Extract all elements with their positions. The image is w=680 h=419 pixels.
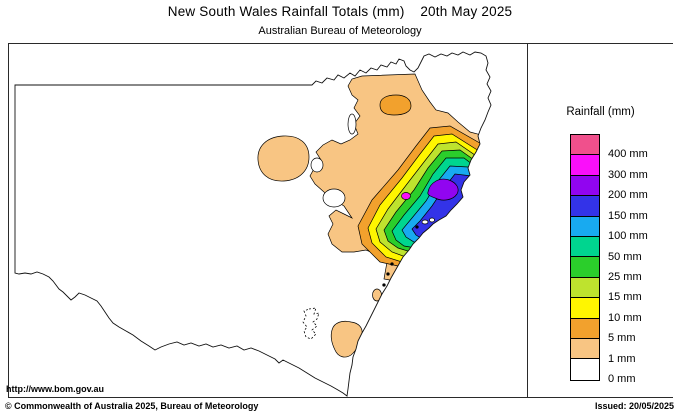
nsw-border-outline bbox=[14, 51, 492, 397]
dry-hole-3 bbox=[347, 113, 357, 135]
legend-swatch-p15 bbox=[571, 277, 599, 299]
legend-swatch-p200 bbox=[571, 175, 599, 197]
legend-label-p10: 10 mm bbox=[608, 311, 642, 324]
coast-speck bbox=[386, 272, 390, 276]
legend-label-p150: 150 mm bbox=[608, 209, 648, 222]
legend-label-p25: 25 mm bbox=[608, 270, 642, 283]
legend-swatch-p0 bbox=[571, 359, 599, 380]
contour-200mm-core bbox=[427, 178, 459, 201]
legend-swatch-p150 bbox=[571, 196, 599, 217]
act-border bbox=[302, 307, 320, 340]
issued-date: Issued: 20/05/2025 bbox=[594, 401, 674, 411]
legend-swatch-p1 bbox=[571, 339, 599, 360]
legend-swatch-p400 bbox=[571, 135, 599, 156]
bom-url-label: http://www.bom.gov.au bbox=[6, 384, 104, 394]
legend-label-p50: 50 mm bbox=[608, 250, 642, 263]
page-title: New South Wales Rainfall Totals (mm) 20t… bbox=[167, 4, 513, 19]
legend-label-p0: 0 mm bbox=[608, 373, 636, 386]
page-subtitle: Australian Bureau of Meteorology bbox=[258, 25, 422, 37]
legend-swatch-p10 bbox=[571, 298, 599, 319]
contour-5mm-north-blob bbox=[379, 94, 412, 116]
legend-swatch-p5 bbox=[571, 318, 599, 340]
contour-300mm-spot bbox=[401, 192, 411, 200]
coast-speck bbox=[382, 283, 386, 287]
legend-label-p15: 15 mm bbox=[608, 291, 642, 304]
legend-label-p100: 100 mm bbox=[608, 230, 648, 243]
legend-title: Rainfall (mm) bbox=[566, 106, 635, 118]
dry-hole-2 bbox=[310, 157, 324, 173]
copyright-text: © Commonwealth of Australia 2025, Bureau… bbox=[5, 401, 259, 411]
map-frame: Rainfall (mm) 400 mm 300 mm 200 mm 150 mm 10… bbox=[8, 43, 673, 398]
legend-swatch-p50 bbox=[571, 237, 599, 258]
legend-panel: Rainfall (mm) 400 mm 300 mm 200 mm 150 mm 10… bbox=[527, 44, 673, 397]
coast-speck bbox=[415, 225, 419, 229]
coastal-white-dot-2 bbox=[429, 217, 435, 223]
coast-speck bbox=[390, 262, 394, 266]
legend-swatch-column bbox=[570, 134, 600, 381]
legend-label-p400: 400 mm bbox=[608, 148, 648, 161]
legend-swatch-p300 bbox=[571, 155, 599, 176]
legend-label-p5: 5 mm bbox=[608, 332, 636, 345]
legend-swatch-p100 bbox=[571, 216, 599, 238]
legend-swatch-p25 bbox=[571, 257, 599, 278]
coastal-white-dot-1 bbox=[421, 219, 429, 225]
contour-1mm-northwest-blob bbox=[257, 135, 310, 182]
legend-label-p1: 1 mm bbox=[608, 352, 636, 365]
legend-label-p200: 200 mm bbox=[608, 189, 648, 202]
legend-label-p300: 300 mm bbox=[608, 168, 648, 181]
dry-hole-1 bbox=[322, 188, 346, 208]
